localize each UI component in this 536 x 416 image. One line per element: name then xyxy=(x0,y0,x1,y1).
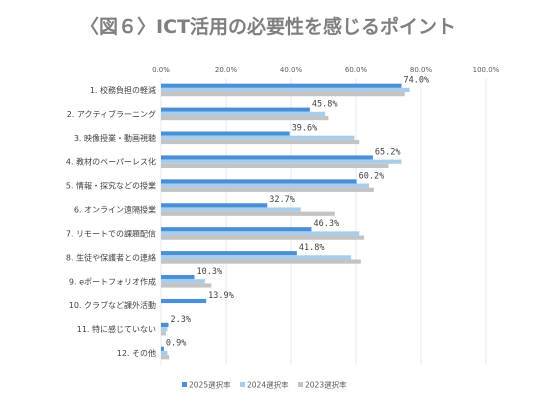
category-label: 4. 教材のペーパーレス化 xyxy=(66,157,156,167)
bar-2023選択率 xyxy=(161,139,360,145)
category-label: 6. オンライン遠隔授業 xyxy=(74,205,156,215)
legend-label: 2024選択率 xyxy=(247,380,289,390)
data-label: 74.0% xyxy=(404,76,430,86)
legend: 2025選択率 2024選択率 2023選択率 xyxy=(182,380,347,390)
bar-2023選択率 xyxy=(161,187,374,192)
bar-2023選択率 xyxy=(161,163,389,169)
x-tick-label: 80.0% xyxy=(410,66,433,74)
x-tick-label: 40.0% xyxy=(280,66,303,74)
bar-2024選択率 xyxy=(161,231,360,236)
bar-2025選択率 xyxy=(161,179,357,184)
category-label: 9. eポートフォリオ作成 xyxy=(69,276,156,286)
legend-swatch xyxy=(298,382,303,387)
bar-2024選択率 xyxy=(161,87,410,93)
category-label: 7. リモートでの課題配信 xyxy=(66,228,156,238)
data-label: 60.2% xyxy=(359,171,385,181)
bar-2025選択率 xyxy=(161,251,297,256)
category-label: 5. 情報・探究などの授業 xyxy=(66,181,156,191)
data-label: 39.6% xyxy=(292,123,318,133)
bar-2025選択率 xyxy=(161,107,310,112)
bar-2024選択率 xyxy=(161,111,326,116)
data-label: 46.3% xyxy=(313,219,339,229)
bar-2023選択率 xyxy=(161,355,170,360)
data-labels: 74.0% 45.8% 39.6% 65.2% 60.2% 32.7% 46.3% 41.8%… xyxy=(166,76,429,349)
category-label: 8. 生徒や保護者との連絡 xyxy=(66,252,156,262)
data-label: 2.3% xyxy=(170,315,190,325)
bar-2023選択率 xyxy=(161,115,329,121)
bar-2025選択率 xyxy=(161,322,169,328)
category-label: 11. 特に感じていない xyxy=(77,324,156,334)
bar-2025選択率 xyxy=(161,155,373,160)
data-label: 41.8% xyxy=(299,243,325,253)
gridlines xyxy=(160,78,487,365)
bar-2023選択率 xyxy=(161,331,166,336)
category-label: 1. 校務負担の軽減 xyxy=(90,85,156,95)
legend-label: 2023選択率 xyxy=(305,380,347,390)
bar-2023選択率 xyxy=(161,283,212,288)
bar-2025選択率 xyxy=(161,346,164,351)
bar-2024選択率 xyxy=(161,207,301,212)
bar-2024選択率 xyxy=(161,135,355,140)
category-label: 2. アクティブラーニング xyxy=(67,109,156,119)
data-label: 32.7% xyxy=(269,195,295,205)
data-label: 65.2% xyxy=(375,147,401,157)
bar-2023選択率 xyxy=(161,259,361,264)
category-label: 3. 映像授業・動画視聴 xyxy=(74,133,156,143)
x-tick-label: 0.0% xyxy=(152,66,170,74)
bar-2024選択率 xyxy=(161,159,402,164)
x-tick-label: 60.0% xyxy=(345,66,368,74)
x-tick-label: 20.0% xyxy=(215,66,238,74)
category-labels: 1. 校務負担の軽減 2. アクティブラーニング 3. 映像授業・動画視聴 4. 教材… xyxy=(66,85,156,358)
bar-2024選択率 xyxy=(161,327,168,332)
bar-2025選択率 xyxy=(161,227,312,232)
data-label: 0.9% xyxy=(166,339,186,349)
bar-2025選択率 xyxy=(161,83,402,88)
bar-2024選択率 xyxy=(161,183,369,188)
bar-2023選択率 xyxy=(161,92,405,97)
bar-2025選択率 xyxy=(161,131,290,136)
x-axis-ticks: 0.0% 20.0% 40.0% 60.0% 80.0% 100.0% xyxy=(152,66,500,74)
legend-swatch xyxy=(240,382,245,387)
bar-2025選択率 xyxy=(161,298,207,304)
x-tick-label: 100.0% xyxy=(473,66,500,74)
bar-2023選択率 xyxy=(161,211,335,216)
category-label: 10. クラブなど課外活動 xyxy=(69,300,156,310)
category-label: 12. その他 xyxy=(117,348,156,358)
bar-series xyxy=(161,83,410,360)
data-label: 10.3% xyxy=(196,267,222,277)
bar-2025選択率 xyxy=(161,203,268,208)
bar-2025選択率 xyxy=(161,274,195,280)
data-label: 45.8% xyxy=(312,100,338,110)
bar-2023選択率 xyxy=(161,235,365,240)
data-label: 13.9% xyxy=(208,291,234,301)
chart-title: 〈図６〉ICT活用の必要性を感じるポイント xyxy=(80,15,456,38)
bar-2024選択率 xyxy=(161,350,168,356)
bar-2024選択率 xyxy=(161,279,205,284)
bar-2024選択率 xyxy=(161,255,352,260)
legend-label: 2025選択率 xyxy=(189,380,231,390)
legend-swatch xyxy=(182,382,187,387)
